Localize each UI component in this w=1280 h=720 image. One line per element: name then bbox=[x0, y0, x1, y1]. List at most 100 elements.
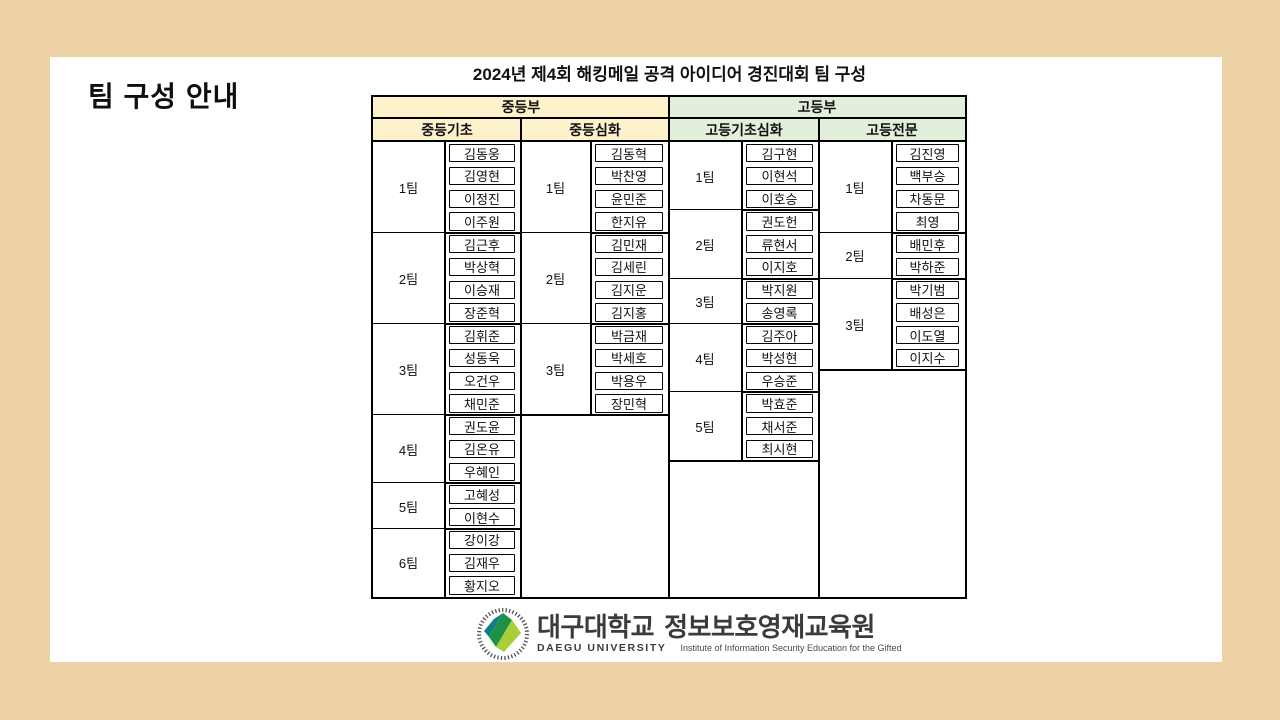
team-separator bbox=[373, 527, 521, 530]
team-separator bbox=[669, 277, 819, 280]
member-cell: 채서준 bbox=[746, 417, 813, 436]
page-title: 팀 구성 안내 bbox=[88, 81, 240, 112]
emblem-text-ring bbox=[477, 608, 529, 660]
team-separator bbox=[373, 414, 521, 416]
member-cell: 김지운 bbox=[595, 280, 663, 299]
team-label: 1팀 bbox=[521, 142, 592, 233]
member-cell: 이승재 bbox=[449, 280, 515, 299]
column-divider bbox=[520, 119, 522, 597]
member-cell: 김동웅 bbox=[449, 144, 515, 163]
team-separator bbox=[373, 482, 521, 485]
team-label: 2팀 bbox=[669, 210, 743, 279]
team-separator bbox=[669, 323, 819, 325]
team-label: 1팀 bbox=[669, 142, 743, 211]
member-cell: 장민혁 bbox=[595, 394, 663, 413]
member-cell: 박성현 bbox=[746, 348, 813, 367]
member-cell: 김온유 bbox=[449, 439, 515, 458]
member-cell: 박지원 bbox=[746, 280, 813, 299]
member-cell: 이지호 bbox=[746, 257, 813, 276]
team-label: 4팀 bbox=[373, 415, 446, 484]
team-label: 3팀 bbox=[373, 324, 446, 415]
division-header-high: 고등부 bbox=[669, 97, 965, 119]
university-name-kr: 대구대학교 bbox=[537, 611, 655, 642]
empty-area-top-border bbox=[669, 459, 819, 462]
member-cell: 한지유 bbox=[595, 212, 663, 231]
member-cell: 성동욱 bbox=[449, 348, 515, 367]
empty-area-top-border bbox=[819, 368, 965, 371]
team-composition-table: 중등부 중등기초 1팀 김동웅 김영현 이정진 이주원 2팀 김근후 박상혁 이승재 장준혁 3팀 김휘준… bbox=[371, 95, 967, 599]
member-cell: 우혜인 bbox=[449, 462, 515, 481]
member-cell: 김근후 bbox=[449, 235, 515, 254]
member-cell: 이호승 bbox=[746, 189, 813, 208]
team-label: 4팀 bbox=[669, 324, 743, 393]
member-cell: 최영 bbox=[896, 212, 959, 231]
team-label: 2팀 bbox=[373, 233, 446, 324]
team-label: 3팀 bbox=[819, 278, 893, 370]
column-header-1: 중등심화 bbox=[521, 119, 669, 142]
member-cell: 류현서 bbox=[746, 235, 813, 254]
member-cell: 우승준 bbox=[746, 371, 813, 390]
footer-english-line: DAEGU UNIVERSITY Institute of Informatio… bbox=[537, 642, 902, 654]
member-cell: 윤민준 bbox=[595, 189, 663, 208]
institute-name-kr: 정보보호영재교육원 bbox=[664, 611, 875, 642]
daegu-university-emblem bbox=[477, 608, 529, 660]
team-separator bbox=[669, 391, 819, 394]
member-cell: 이주원 bbox=[449, 212, 515, 231]
team-separator bbox=[521, 323, 669, 325]
member-cell: 김재우 bbox=[449, 553, 515, 572]
member-cell: 황지오 bbox=[449, 576, 515, 595]
member-cell: 송영록 bbox=[746, 303, 813, 322]
member-cell: 박효준 bbox=[746, 394, 813, 413]
team-label: 6팀 bbox=[373, 528, 446, 597]
column-header-0: 중등기초 bbox=[373, 119, 521, 142]
member-cell: 최시현 bbox=[746, 439, 813, 458]
member-cell: 백부승 bbox=[896, 166, 959, 185]
team-label: 3팀 bbox=[669, 278, 743, 324]
member-cell: 배성은 bbox=[896, 303, 959, 322]
team-separator bbox=[669, 209, 819, 212]
member-cell: 박기범 bbox=[896, 280, 959, 299]
emblem-leaf-teal bbox=[484, 613, 503, 637]
team-label: 1팀 bbox=[819, 142, 893, 233]
member-cell: 김진영 bbox=[896, 144, 959, 163]
team-label: 1팀 bbox=[373, 142, 446, 233]
team-separator bbox=[373, 323, 521, 325]
table-title: 2024년 제4회 해킹메일 공격 아이디어 경진대회 팀 구성 bbox=[472, 65, 867, 84]
team-label: 2팀 bbox=[819, 233, 893, 279]
emblem-leaf-green bbox=[489, 613, 512, 647]
member-cell: 박세호 bbox=[595, 348, 663, 367]
content-card: 팀 구성 안내 2024년 제4회 해킹메일 공격 아이디어 경진대회 팀 구성… bbox=[50, 57, 1222, 662]
team-label: 5팀 bbox=[669, 392, 743, 461]
member-cell: 채민준 bbox=[449, 394, 515, 413]
division-divider bbox=[668, 97, 670, 597]
member-cell: 차동문 bbox=[896, 189, 959, 208]
member-cell: 강이강 bbox=[449, 530, 515, 549]
member-cell: 김영현 bbox=[449, 166, 515, 185]
member-cell: 김휘준 bbox=[449, 326, 515, 345]
member-cell: 배민후 bbox=[896, 235, 959, 254]
member-cell: 박하준 bbox=[896, 257, 959, 276]
footer-korean-line: 대구대학교 정보보호영재교육원 bbox=[537, 611, 902, 642]
team-label: 2팀 bbox=[521, 233, 592, 324]
division-header-middle: 중등부 bbox=[373, 97, 669, 119]
member-cell: 이정진 bbox=[449, 189, 515, 208]
empty-area-top-border bbox=[521, 414, 669, 416]
emblem-leaf-lime bbox=[496, 620, 521, 652]
member-cell: 김민재 bbox=[595, 235, 663, 254]
member-cell: 권도윤 bbox=[449, 417, 515, 436]
member-cell: 박찬영 bbox=[595, 166, 663, 185]
member-cell: 김지홍 bbox=[595, 303, 663, 322]
member-cell: 김세린 bbox=[595, 257, 663, 276]
team-label: 5팀 bbox=[373, 483, 446, 529]
member-cell: 박용우 bbox=[595, 371, 663, 390]
team-separator bbox=[373, 232, 521, 234]
member-cell: 오건우 bbox=[449, 371, 515, 390]
member-cell: 이현수 bbox=[449, 508, 515, 527]
member-cell: 박상혁 bbox=[449, 257, 515, 276]
university-name-en: DAEGU UNIVERSITY bbox=[537, 642, 667, 655]
column-header-3: 고등전문 bbox=[819, 119, 965, 142]
column-divider bbox=[818, 119, 820, 597]
footer-logo: 대구대학교 정보보호영재교육원 DAEGU UNIVERSITY Institu… bbox=[476, 605, 902, 663]
member-cell: 박금재 bbox=[595, 326, 663, 345]
